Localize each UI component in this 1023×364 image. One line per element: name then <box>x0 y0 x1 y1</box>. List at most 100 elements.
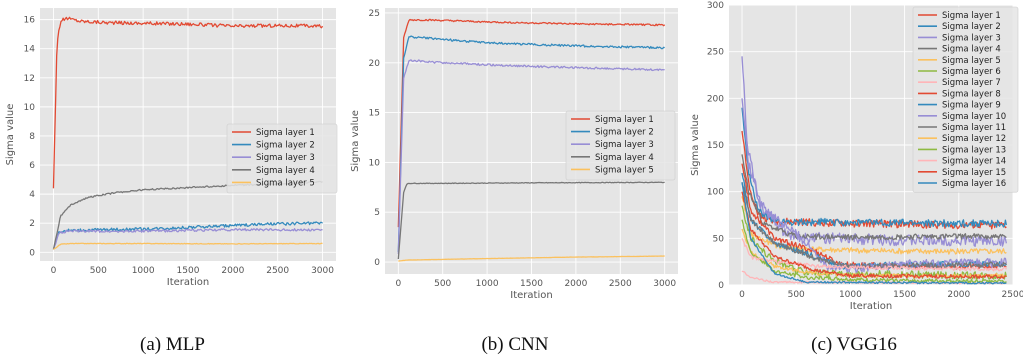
x-axis-label: Iteration <box>850 301 892 312</box>
chart-panel-cnn: 0 500 1000 1500 2000 2500 3000 0 5 10 15 20 25 Iterat… <box>345 0 685 320</box>
series-line-sigma-layer-5 <box>398 255 665 262</box>
y-tick-label: 150 <box>707 141 724 151</box>
y-tick-label: 10 <box>24 103 36 113</box>
series-line-sigma-layer-2 <box>741 107 1008 228</box>
y-tick-label: 300 <box>707 1 724 11</box>
y-tick-label: 0 <box>374 258 380 268</box>
y-tick-label: 0 <box>29 248 35 258</box>
y-tick-label: 25 <box>369 9 380 19</box>
x-tick-label: 2500 <box>266 266 289 276</box>
x-tick-label: 2000 <box>221 266 244 276</box>
legend-box <box>226 123 338 194</box>
legend-entry: Sigma layer 12 <box>942 134 1006 144</box>
x-tick-label: 500 <box>788 290 805 300</box>
y-tick-label: 12 <box>24 74 35 84</box>
series-line-sigma-layer-1 <box>397 18 666 228</box>
x-tick-label: 2500 <box>1002 290 1023 300</box>
y-tick-label: 200 <box>707 94 724 104</box>
x-tick-label: 3000 <box>653 279 676 289</box>
y-tick-label: 6 <box>29 161 35 171</box>
legend-entry: Sigma layer 6 <box>942 67 1001 77</box>
legend-entry: Sigma layer 3 <box>595 140 654 150</box>
x-tick-label: 1000 <box>839 290 862 300</box>
y-tick-label: 16 <box>24 16 36 26</box>
legend-entry: Sigma layer 10 <box>942 112 1006 122</box>
x-tick-label: 1000 <box>132 266 155 276</box>
legend-entry: Sigma layer 13 <box>942 145 1006 155</box>
y-tick-label: 100 <box>707 188 724 198</box>
x-tick-label: 500 <box>90 266 107 276</box>
x-tick-label: 3000 <box>311 266 334 276</box>
legend-box <box>565 110 676 181</box>
legend-entry: Sigma layer 5 <box>595 165 654 175</box>
legend-entry: Sigma layer 5 <box>256 178 315 188</box>
legend-entry: Sigma layer 4 <box>942 45 1001 55</box>
legend-entry: Sigma layer 2 <box>256 141 315 151</box>
series-group <box>397 18 666 262</box>
series-line-sigma-layer-14 <box>741 238 1007 272</box>
y-tick-label: 5 <box>374 208 380 218</box>
y-tick-label: 4 <box>29 190 35 200</box>
x-tick-label: 0 <box>395 279 401 289</box>
x-tick-label: 1500 <box>893 290 916 300</box>
caption-mlp: (a) MLP <box>140 334 205 355</box>
legend-box <box>912 6 1019 193</box>
series-line-sigma-layer-4 <box>397 181 665 260</box>
y-tick-label: 20 <box>369 59 381 69</box>
y-tick-label: 50 <box>713 234 725 244</box>
legend-entry: Sigma layer 4 <box>256 166 315 176</box>
chart-panel-vgg16: 0 500 1000 1500 2000 2500 0 50 100 150 200 250 300 It… <box>685 0 1023 320</box>
y-tick-label: 14 <box>24 45 36 55</box>
y-tick-label: 2 <box>29 219 35 229</box>
x-tick-label: 1500 <box>177 266 200 276</box>
chart-panel-mlp: 0 500 1000 1500 2000 2500 3000 0 2 4 6 8 10 12 14 16 Ite… <box>0 0 345 320</box>
series-line-sigma-layer-13 <box>741 219 1007 284</box>
legend-entry: Sigma layer 3 <box>942 33 1001 43</box>
caption-cnn: (b) CNN <box>481 334 549 355</box>
legend-entry: Sigma layer 15 <box>942 168 1006 178</box>
x-tick-label: 2000 <box>564 279 587 289</box>
x-tick-label: 1000 <box>476 279 499 289</box>
series-line-sigma-layer-3 <box>52 227 323 250</box>
x-tick-label: 2000 <box>947 290 970 300</box>
series-line-sigma-layer-2 <box>397 35 665 253</box>
series-line-sigma-layer-11 <box>741 182 1007 270</box>
mlp-sigma-chart: 0 500 1000 1500 2000 2500 3000 0 2 4 6 8 10 12 14 16 Ite… <box>5 8 338 288</box>
legend-entry: Sigma layer 1 <box>256 128 315 138</box>
legend-entry: Sigma layer 2 <box>595 128 654 138</box>
legend-entry: Sigma layer 5 <box>942 56 1001 66</box>
series-line-sigma-layer-5 <box>53 242 323 250</box>
legend-entry: Sigma layer 14 <box>942 157 1006 167</box>
series-line-sigma-layer-16 <box>741 182 1007 285</box>
legend-entry: Sigma layer 1 <box>942 11 1001 21</box>
series-line-sigma-layer-2 <box>52 221 323 250</box>
y-tick-label: 250 <box>707 48 724 58</box>
legend-entry: Sigma layer 1 <box>595 115 654 125</box>
legend-entry: Sigma layer 8 <box>942 89 1001 99</box>
legend-entry: Sigma layer 9 <box>942 101 1001 111</box>
legend-entry: Sigma layer 4 <box>595 153 654 163</box>
y-tick-label: 10 <box>369 158 381 168</box>
x-tick-label: 0 <box>739 290 745 300</box>
y-tick-label: 0 <box>718 281 724 291</box>
legend-entry: Sigma layer 7 <box>942 78 1001 88</box>
legend-entry: Sigma layer 3 <box>256 153 315 163</box>
x-tick-label: 2500 <box>609 279 632 289</box>
x-axis-label: Iteration <box>167 277 209 288</box>
series-group <box>741 56 1008 285</box>
x-tick-label: 1500 <box>520 279 543 289</box>
legend-entry: Sigma layer 2 <box>942 22 1001 32</box>
cnn-sigma-chart: 0 500 1000 1500 2000 2500 3000 0 5 10 15 20 25 Iterat… <box>350 8 678 301</box>
series-line-sigma-layer-4 <box>741 154 1007 241</box>
series-line-sigma-layer-15 <box>741 191 1007 280</box>
x-tick-label: 500 <box>434 279 451 289</box>
legend-entry: Sigma layer 16 <box>942 179 1006 189</box>
y-axis-label: Sigma value <box>690 114 701 176</box>
caption-vgg16: (c) VGG16 <box>811 334 897 355</box>
x-axis-label: Iteration <box>510 290 552 301</box>
y-axis-label: Sigma value <box>350 110 361 172</box>
vgg16-sigma-chart: 0 500 1000 1500 2000 2500 0 50 100 150 200 250 300 It… <box>690 1 1023 312</box>
series-line-sigma-layer-1 <box>52 16 324 189</box>
y-tick-label: 8 <box>29 132 35 142</box>
y-axis-label: Sigma value <box>5 104 16 166</box>
